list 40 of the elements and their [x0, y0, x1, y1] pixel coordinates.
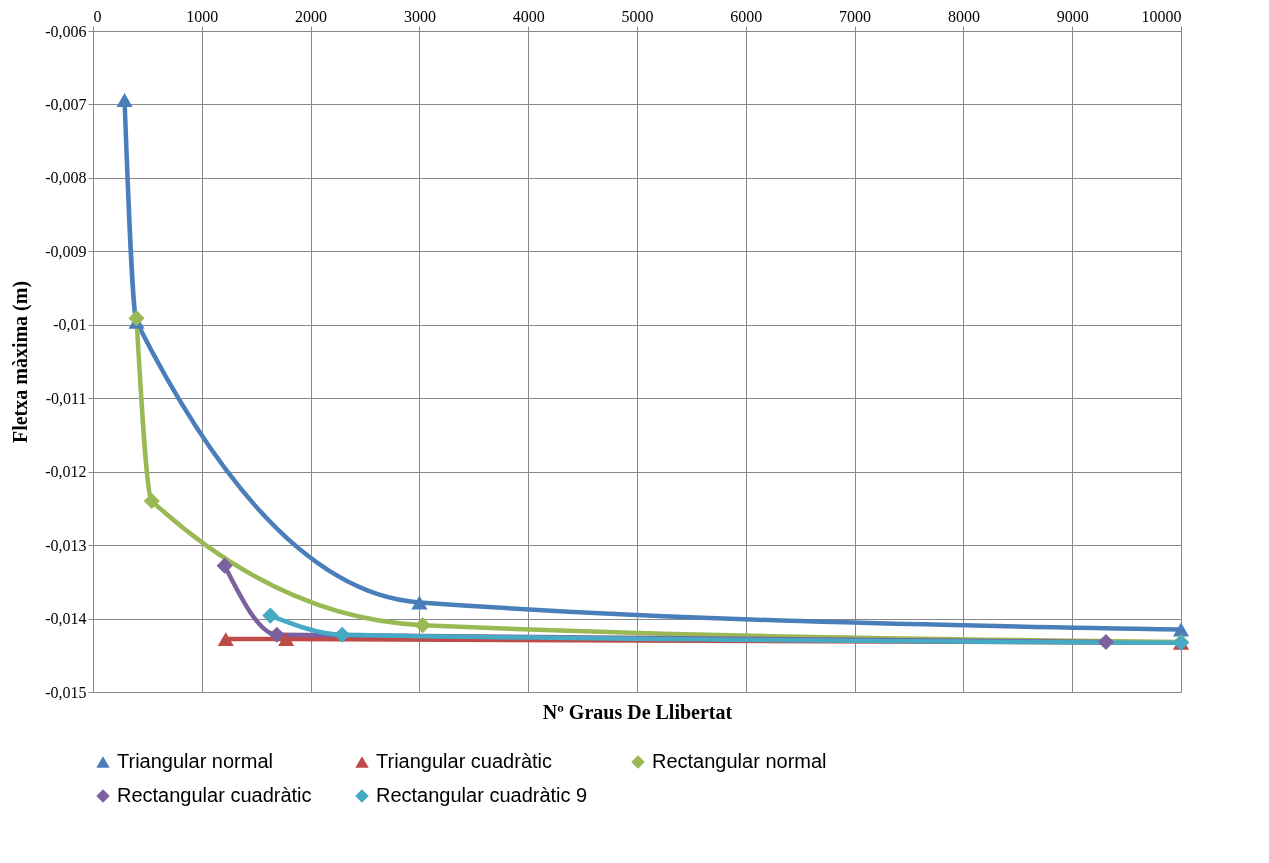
y-tick-label: -0,013 [45, 536, 87, 554]
point [216, 557, 233, 574]
x-tick-label: 4000 [512, 7, 545, 25]
point [334, 626, 351, 643]
legend-label: Rectangular cuadràtic 9 [376, 784, 588, 806]
point [128, 310, 145, 327]
point [278, 632, 295, 647]
point [268, 626, 285, 643]
x-tick-label: 7000 [839, 7, 872, 25]
point [1097, 634, 1114, 651]
x-tick-label: 2000 [295, 7, 328, 25]
x-tick-label: 8000 [947, 7, 980, 25]
y-tick-label: -0,008 [45, 169, 87, 187]
x-tick-label: 9000 [1056, 7, 1089, 25]
point [143, 492, 160, 510]
y-tick-label: -0,011 [45, 389, 87, 407]
y-tick-label: -0,006 [45, 22, 87, 40]
point [262, 607, 279, 624]
x-axis-title: Nº Graus De Llibertat [542, 700, 733, 723]
x-tick-label: 3000 [403, 7, 436, 25]
legend-label: Rectangular normal [652, 750, 827, 772]
y-tick-label: -0,015 [45, 683, 87, 701]
point [116, 93, 133, 108]
x-tick-label: 1000 [186, 7, 219, 25]
x-tick-label: 5000 [621, 7, 654, 25]
y-axis-title: Fletxa màxima (m) [9, 280, 33, 444]
point [414, 617, 431, 634]
y-tick-label: -0,007 [45, 95, 87, 113]
y-tick-label: -0,01 [53, 316, 87, 334]
y-tick-label: -0,009 [45, 242, 87, 260]
x-tick-label: 10000 [1141, 7, 1182, 25]
legend-label: Triangular cuadràtic [376, 750, 553, 772]
point [217, 632, 234, 647]
point [411, 595, 428, 610]
legend-label: Triangular normal [117, 750, 273, 772]
y-tick-label: -0,014 [45, 610, 87, 628]
x-tick-label: 0 [93, 7, 102, 25]
x-tick-label: 6000 [730, 7, 763, 25]
legend-label: Rectangular cuadràtic [117, 784, 312, 806]
y-tick-label: -0,012 [45, 463, 87, 481]
